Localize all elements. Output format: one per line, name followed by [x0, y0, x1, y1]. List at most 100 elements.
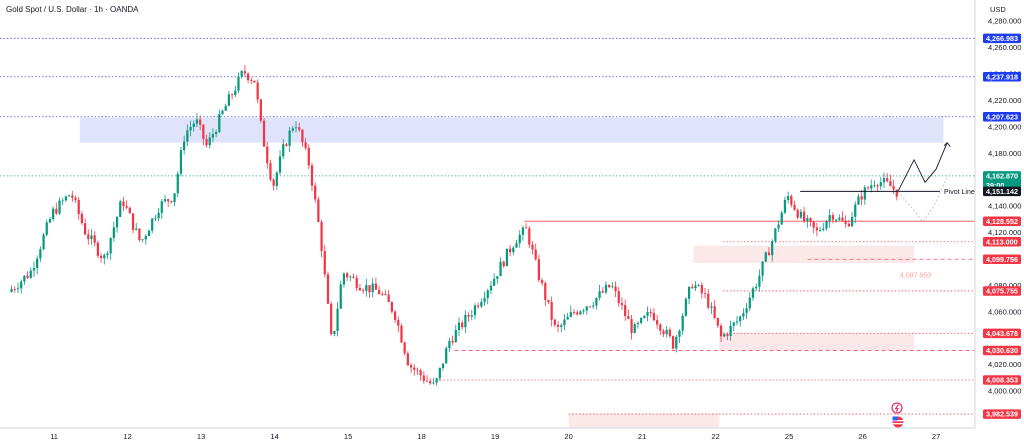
candle[interactable]	[748, 292, 751, 312]
candle[interactable]	[614, 281, 617, 298]
candle[interactable]	[787, 191, 790, 204]
candle[interactable]	[537, 254, 540, 283]
candle[interactable]	[783, 196, 787, 215]
candle[interactable]	[58, 197, 61, 216]
candle[interactable]	[873, 180, 876, 188]
candle[interactable]	[876, 183, 879, 192]
candle[interactable]	[579, 310, 582, 316]
candle[interactable]	[393, 309, 397, 324]
candle[interactable]	[381, 291, 384, 297]
candle[interactable]	[493, 273, 496, 287]
candle[interactable]	[707, 288, 710, 310]
candle[interactable]	[461, 320, 464, 330]
candle[interactable]	[825, 220, 828, 231]
candle[interactable]	[774, 227, 777, 244]
candle[interactable]	[815, 222, 819, 237]
candle[interactable]	[272, 178, 275, 191]
candle[interactable]	[358, 283, 362, 291]
candle[interactable]	[80, 211, 84, 225]
candle[interactable]	[128, 206, 131, 214]
candle[interactable]	[195, 113, 199, 128]
candle[interactable]	[135, 222, 138, 231]
candle[interactable]	[803, 206, 806, 224]
candle[interactable]	[176, 171, 179, 197]
candle[interactable]	[799, 208, 803, 219]
candle[interactable]	[710, 302, 713, 315]
candle[interactable]	[828, 209, 831, 228]
projection-down-path[interactable]	[897, 176, 948, 223]
candle[interactable]	[486, 288, 489, 305]
candle[interactable]	[879, 176, 882, 191]
candle[interactable]	[131, 213, 135, 234]
candle[interactable]	[346, 271, 349, 281]
candle[interactable]	[847, 219, 850, 228]
candle[interactable]	[333, 330, 336, 337]
candle[interactable]	[288, 126, 291, 153]
candle[interactable]	[566, 312, 569, 320]
candle[interactable]	[154, 214, 157, 222]
candle[interactable]	[592, 301, 595, 309]
candle[interactable]	[656, 314, 659, 329]
candle[interactable]	[569, 305, 572, 318]
candle[interactable]	[138, 228, 141, 242]
candle[interactable]	[403, 341, 406, 356]
candle[interactable]	[115, 216, 119, 233]
candle[interactable]	[697, 283, 700, 287]
candle[interactable]	[777, 220, 780, 233]
candle[interactable]	[147, 229, 151, 236]
candle[interactable]	[20, 279, 23, 294]
candle[interactable]	[556, 321, 560, 333]
candle[interactable]	[687, 286, 691, 305]
candle[interactable]	[186, 124, 189, 147]
candle[interactable]	[10, 285, 13, 293]
candle[interactable]	[643, 315, 646, 319]
candle[interactable]	[253, 80, 256, 83]
candle[interactable]	[413, 364, 416, 376]
candle[interactable]	[90, 229, 93, 245]
candle[interactable]	[371, 277, 374, 298]
candle[interactable]	[691, 284, 694, 289]
candle[interactable]	[505, 248, 509, 267]
candle[interactable]	[87, 229, 90, 245]
candle[interactable]	[518, 230, 521, 248]
candle[interactable]	[275, 171, 278, 190]
candle[interactable]	[36, 255, 39, 275]
candle[interactable]	[857, 193, 860, 206]
candle[interactable]	[256, 79, 259, 104]
candle[interactable]	[595, 297, 598, 310]
alert-icon[interactable]	[891, 402, 903, 414]
candle[interactable]	[362, 288, 365, 294]
candle[interactable]	[103, 253, 106, 265]
candle[interactable]	[224, 103, 227, 111]
candle[interactable]	[665, 326, 668, 338]
candle[interactable]	[544, 281, 547, 307]
candle[interactable]	[243, 65, 246, 78]
candle[interactable]	[64, 195, 68, 202]
candle[interactable]	[483, 291, 486, 306]
candle[interactable]	[560, 323, 563, 333]
candle[interactable]	[202, 124, 205, 146]
candle[interactable]	[771, 239, 774, 262]
candle[interactable]	[467, 312, 470, 322]
candle[interactable]	[863, 185, 866, 205]
candle[interactable]	[739, 315, 742, 327]
candle[interactable]	[237, 72, 240, 94]
candle[interactable]	[384, 290, 387, 296]
candle[interactable]	[464, 310, 467, 333]
candle[interactable]	[416, 367, 419, 376]
candle[interactable]	[627, 309, 630, 320]
candle[interactable]	[796, 208, 799, 220]
candle[interactable]	[480, 298, 483, 309]
candle[interactable]	[767, 247, 771, 256]
candle[interactable]	[742, 308, 745, 321]
candle[interactable]	[151, 217, 154, 234]
candle[interactable]	[451, 335, 454, 346]
candle[interactable]	[755, 283, 758, 292]
candle[interactable]	[758, 269, 761, 292]
candle[interactable]	[109, 237, 112, 260]
candle[interactable]	[780, 210, 783, 225]
candle[interactable]	[723, 332, 726, 338]
candle[interactable]	[77, 197, 80, 220]
candle[interactable]	[355, 274, 358, 292]
